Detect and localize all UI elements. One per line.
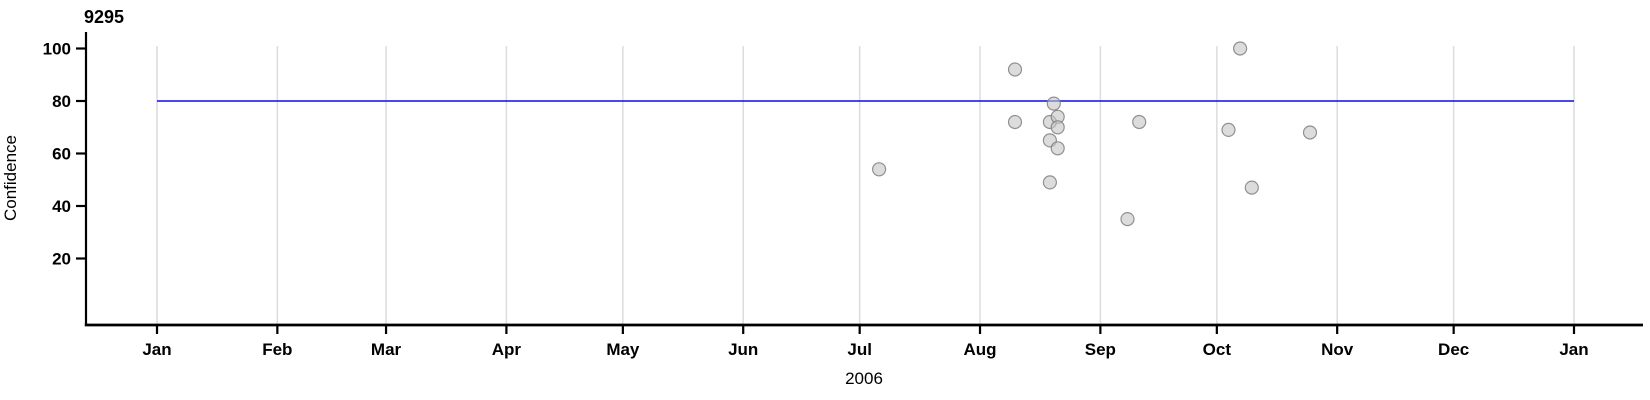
y-tick-label: 40 [52, 197, 71, 216]
y-tick-label: 20 [52, 250, 71, 269]
y-axis-title: Confidence [1, 135, 20, 221]
y-tick-label: 100 [43, 40, 71, 59]
data-point [1302, 125, 1318, 140]
x-tick-label: Sep [1085, 340, 1116, 359]
y-tick-label: 60 [52, 145, 71, 164]
x-tick-label: Oct [1203, 340, 1232, 359]
x-tick-label: Jan [142, 340, 171, 359]
chart-title: 9295 [84, 7, 124, 27]
x-tick-label: Nov [1321, 340, 1354, 359]
data-point [1120, 212, 1135, 227]
data-point [871, 162, 887, 177]
gridlines [156, 46, 1575, 324]
data-point [1232, 41, 1248, 56]
y-tick-label: 80 [52, 92, 71, 111]
x-tick-label: Jan [1559, 340, 1588, 359]
x-tick-label: Feb [262, 340, 292, 359]
x-tick-label: May [606, 340, 640, 359]
x-tick-label: Jun [728, 340, 758, 359]
data-point [1007, 62, 1023, 77]
x-tick-label: Dec [1438, 340, 1469, 359]
data-point [1007, 114, 1023, 130]
data-point [1221, 122, 1236, 137]
x-tick-label: Mar [371, 340, 402, 359]
x-axis-title: 2006 [845, 369, 883, 388]
data-point [1244, 180, 1259, 195]
data-point [1132, 114, 1147, 130]
data-point [1042, 175, 1058, 190]
x-tick-label: Aug [964, 340, 997, 359]
x-tick-label: Apr [492, 340, 522, 359]
data-points-layer [871, 41, 1318, 227]
data-point [1050, 141, 1065, 156]
axes: Jan Feb Mar Apr May Jun Jul Aug Sep Oct Nov Dec Jan 2… [43, 32, 1643, 359]
data-point [1050, 120, 1065, 135]
x-tick-label: Jul [847, 340, 872, 359]
data-point [1046, 96, 1061, 111]
